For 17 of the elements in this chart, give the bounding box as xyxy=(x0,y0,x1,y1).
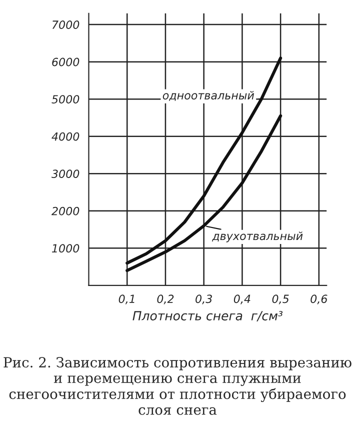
y-tick-label: 4000 xyxy=(52,132,80,141)
y-tick-label: 3000 xyxy=(51,170,80,178)
x-tick-label: 0,5 xyxy=(272,294,289,304)
y-tick-label: 7000 xyxy=(52,20,80,29)
y-tick-label: 6000 xyxy=(52,58,80,66)
y-tick-label: 1000 xyxy=(52,244,80,253)
x-tick-label: 0,1 xyxy=(118,294,134,304)
x-tick-label: 0,6 xyxy=(310,294,328,304)
x-tick-label: 0,2 xyxy=(157,294,174,304)
y-tick-label: 5000 xyxy=(52,95,80,104)
x-tick-label: 0,3 xyxy=(196,294,212,304)
legend-label: одноотвальный xyxy=(162,90,254,101)
x-axis-title: Плотность снега г/см³ xyxy=(132,311,283,322)
text: Рис. 2. Зависимость сопротивления вырезанию и перемещению снега плужными снегоочистителями от плотности убираемого слоя снега xyxy=(4,357,352,415)
series-label: двухотвальный xyxy=(212,232,303,242)
x-tick-label: 0,4 xyxy=(234,294,250,304)
y-tick-label: 2000 xyxy=(51,206,80,216)
